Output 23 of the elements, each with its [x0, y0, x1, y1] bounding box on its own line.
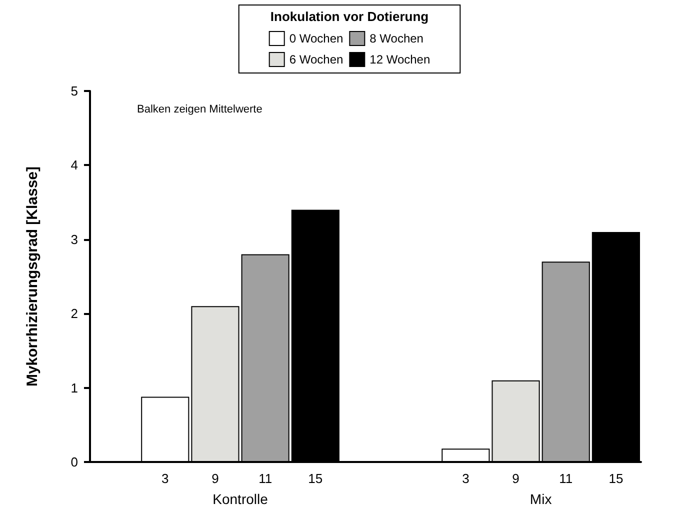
x-tick-label: 9: [212, 471, 219, 486]
legend-label: 0 Wochen: [289, 32, 344, 46]
legend-label: 8 Wochen: [370, 32, 424, 46]
x-tick-label: 15: [608, 471, 624, 486]
legend-label: 6 Wochen: [289, 52, 344, 66]
text: Kontrolle: [212, 491, 268, 507]
y-tick-label: 4: [70, 158, 78, 173]
x-tick-label: 3: [162, 471, 169, 486]
y-axis-title: Mykorrhizierungsgrad [Klasse]: [24, 166, 41, 387]
text: Mix: [530, 491, 552, 507]
x-tick-label: 15: [308, 471, 323, 486]
x-tick-label: 9: [512, 471, 520, 486]
legend-title: Inokulation vor Dotierung: [270, 9, 429, 24]
y-tick-label: 1: [70, 380, 78, 396]
x-tick-label: 3: [462, 471, 470, 486]
y-tick-label: 2: [70, 306, 78, 322]
y-tick-label: 5: [70, 84, 78, 98]
legend-label: 12 Wochen: [370, 52, 430, 66]
x-tick-label: 11: [559, 471, 573, 486]
x-tick-label: 11: [258, 471, 272, 486]
y-tick-label: 0: [70, 454, 78, 470]
y-tick-label: 3: [70, 232, 78, 247]
annotation: Balken zeigen Mittelwerte: [137, 104, 262, 116]
